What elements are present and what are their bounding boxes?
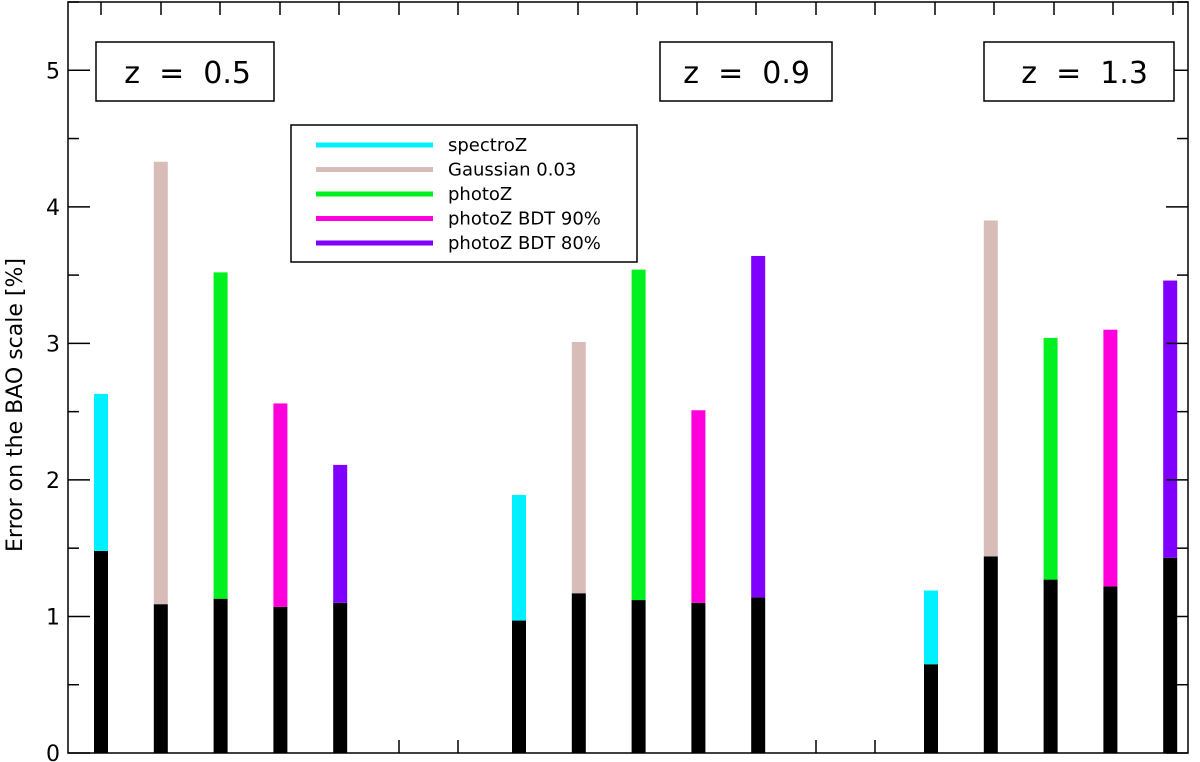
bar-segment-2-4 <box>1163 280 1178 558</box>
bar-segment-1-2 <box>631 269 646 601</box>
bar-segment-1-3 <box>691 410 706 603</box>
legend-label: photoZ <box>448 184 512 205</box>
redshift-box-frame <box>983 41 1175 102</box>
axes-layer: 0 1 2 3 4 5 <box>46 1 1189 762</box>
redshift-box-frame <box>95 41 275 102</box>
redshift-label: z = 0.5 <box>124 56 251 91</box>
redshift-label: z = 0.9 <box>683 56 810 91</box>
bar-base-2-2 <box>1043 579 1058 753</box>
bar-base-0-0 <box>94 550 108 753</box>
y-axis-label: Error on the BAO scale [%] <box>3 258 28 552</box>
bar-segment-2-2 <box>1043 337 1058 580</box>
bar-segment-0-2 <box>213 272 228 599</box>
bar-segment-0-3 <box>273 403 288 607</box>
redshift-labels: z = 0.5 z = 0.9 z = 1.3 <box>95 41 1175 102</box>
y-tick-label: 5 <box>46 59 60 84</box>
bar-segment-0-4 <box>333 464 348 603</box>
bar-segment-2-0 <box>924 590 938 665</box>
bar-base-0-3 <box>273 606 288 753</box>
bar-base-1-0 <box>512 620 526 753</box>
bar-base-1-4 <box>751 597 766 753</box>
bar-base-0-2 <box>213 598 228 753</box>
bar-base-1-1 <box>571 593 586 753</box>
legend-label: spectroZ <box>448 135 527 156</box>
y-tick-label: 2 <box>46 469 60 494</box>
bar-base-2-4 <box>1163 557 1178 753</box>
y-tick-label: 4 <box>46 196 60 221</box>
bar-segment-0-0 <box>94 393 108 551</box>
bar-segment-1-1 <box>571 341 586 594</box>
bar-segment-2-1 <box>983 220 998 557</box>
bar-segment-1-0 <box>512 494 526 621</box>
bar-segment-0-1 <box>153 161 168 605</box>
y-tick-label: 3 <box>46 332 60 357</box>
plot-frame <box>67 1 1189 754</box>
bar-segment-2-3 <box>1103 329 1118 587</box>
y-tick-label: 0 <box>46 742 60 762</box>
bar-base-0-4 <box>333 602 348 753</box>
bar-base-2-0 <box>924 664 938 753</box>
redshift-box-1: z = 0.9 <box>659 41 833 102</box>
bar-base-0-1 <box>153 604 168 753</box>
redshift-box-2: z = 1.3 <box>983 41 1175 102</box>
legend: spectroZ Gaussian 0.03 photoZ photoZ BDT 90… <box>290 124 638 263</box>
legend-label: photoZ BDT 90% <box>448 209 601 230</box>
redshift-label: z = 1.3 <box>1021 56 1148 91</box>
legend-label: Gaussian 0.03 <box>448 160 576 181</box>
redshift-box-frame <box>659 41 833 102</box>
bar-base-2-1 <box>983 556 998 753</box>
y-tick-label: 1 <box>46 605 60 630</box>
bar-base-1-3 <box>691 602 706 753</box>
bar-base-1-2 <box>631 600 646 753</box>
bar-base-2-3 <box>1103 586 1118 753</box>
bar-segment-1-4 <box>751 255 766 598</box>
legend-label: photoZ BDT 80% <box>448 233 601 254</box>
redshift-box-0: z = 0.5 <box>95 41 275 102</box>
bars-layer <box>94 161 1178 753</box>
